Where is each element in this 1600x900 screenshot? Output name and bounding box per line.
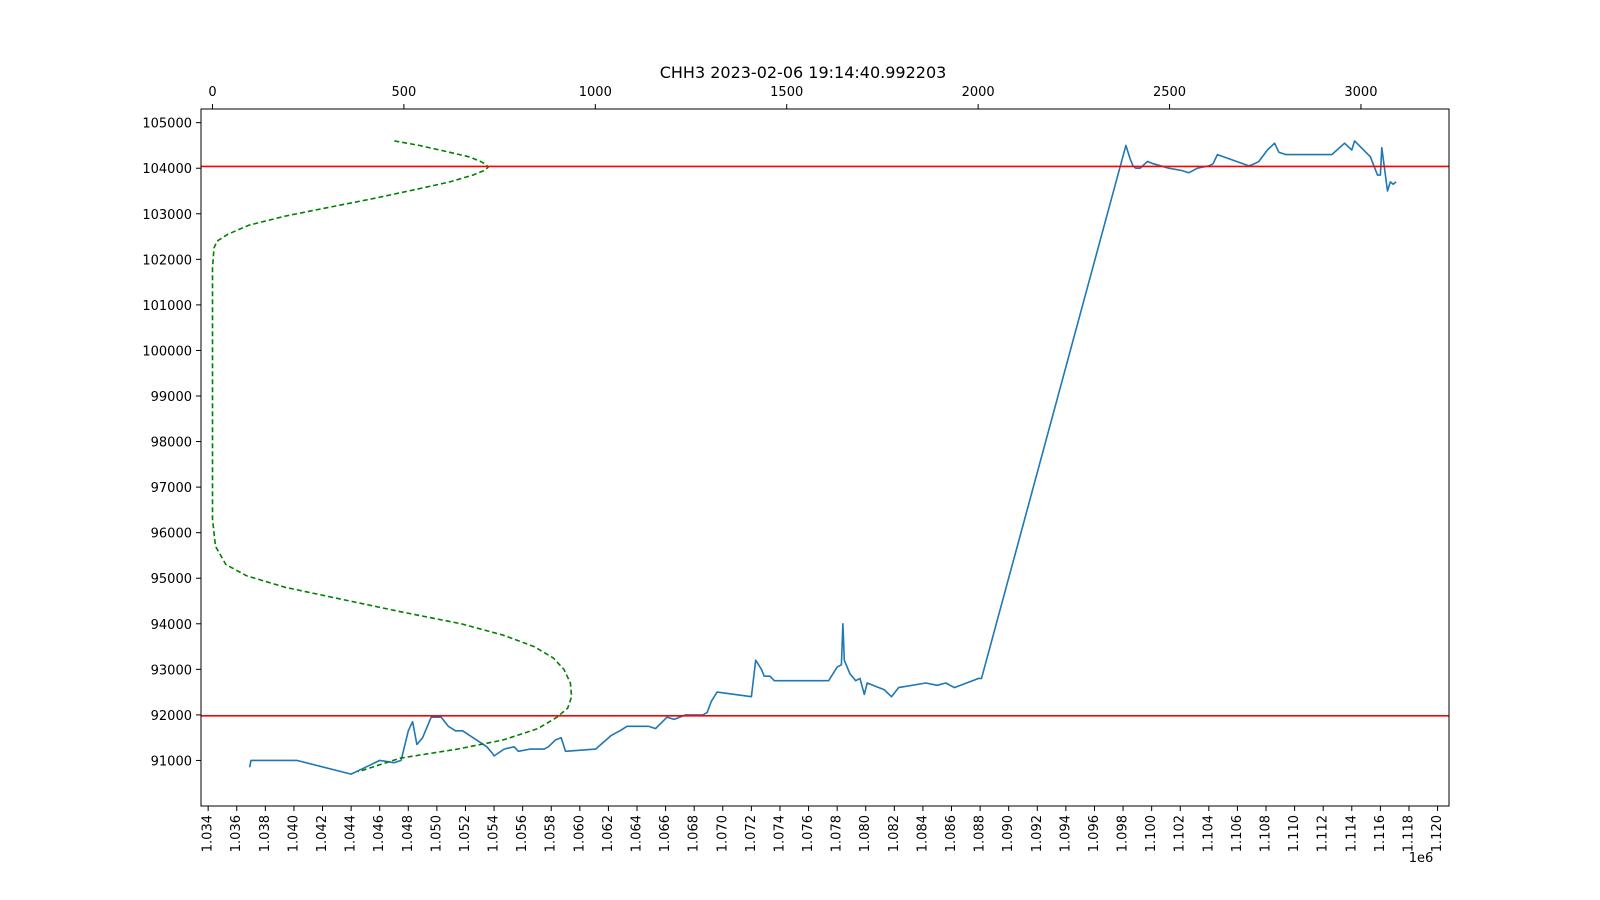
axes: 91000 92000 93000 94000 95000 96000 97000 98000… [142,85,1450,852]
chart-title: CHH3 2023-02-06 19:14:40.992203 [660,63,947,82]
x-tick-label: 1.098 [1116,815,1131,852]
x-tick-label: 1.076 [801,815,816,852]
x-tick-label: 1.120 [1430,815,1445,852]
y-tick-label: 99000 [151,390,192,405]
x-tick-label: 1.066 [658,815,673,852]
y-tick-label: 94000 [151,618,192,633]
x-tick-label: 1.112 [1316,815,1331,852]
top-x-tick-label: 1000 [579,85,612,100]
y-tick-label: 91000 [151,754,192,769]
y-tick-label: 96000 [151,527,192,542]
x-tick-label: 1.088 [973,815,988,852]
x-tick-label: 1.068 [687,815,702,852]
x-tick-label: 1.060 [572,815,587,852]
y-tick-label: 104000 [142,162,192,177]
x-tick-label: 1.118 [1402,815,1417,852]
y-tick-label: 95000 [151,572,192,587]
x-offset-label: 1e6 [1409,851,1434,866]
x-tick-label: 1.054 [487,815,502,852]
x-tick-label: 1.104 [1201,815,1216,852]
x-tick-label: 1.048 [401,815,416,852]
x-tick-label: 1.080 [858,815,873,852]
x-tick-label: 1.096 [1087,815,1102,852]
y-tick-label: 100000 [142,344,192,359]
x-tick-label: 1.036 [229,815,244,852]
x-tick-label: 1.042 [315,815,330,852]
y-tick-label: 105000 [142,117,192,132]
x-tick-label: 1.110 [1287,815,1302,852]
x-tick-label: 1.038 [258,815,273,852]
x-tick-label: 1.102 [1173,815,1188,852]
x-tick-label: 1.116 [1373,815,1388,852]
x-tick-label: 1.090 [1001,815,1016,852]
x-tick-label: 1.074 [773,815,788,852]
x-tick-label: 1.052 [458,815,473,852]
x-tick-label: 1.100 [1144,815,1159,852]
x-tick-label: 1.056 [515,815,530,852]
top-x-tick-label: 2000 [962,85,995,100]
y-tick-label: 102000 [142,253,192,268]
plot-frame [200,108,1450,807]
top-x-tick-label: 500 [391,85,416,100]
y-tick-label: 101000 [142,299,192,314]
x-tick-label: 1.078 [830,815,845,852]
x-tick-label: 1.070 [715,815,730,852]
x-tick-label: 1.094 [1058,815,1073,852]
x-tick-label: 1.050 [429,815,444,852]
x-tick-label: 1.106 [1230,815,1245,852]
x-tick-label: 1.062 [601,815,616,852]
x-tick-label: 1.082 [887,815,902,852]
y-tick-label: 98000 [151,436,192,451]
x-tick-label: 1.046 [372,815,387,852]
top-x-tick-label: 1500 [770,85,803,100]
top-x-tick-label: 2500 [1153,85,1186,100]
x-tick-label: 1.040 [286,815,301,852]
x-tick-label: 1.084 [915,815,930,852]
x-tick-label: 1.064 [630,815,645,852]
y-tick-label: 92000 [151,709,192,724]
x-tick-label: 1.086 [944,815,959,852]
x-tick-label: 1.034 [201,815,216,852]
x-tick-label: 1.044 [344,815,359,852]
x-tick-label: 1.114 [1344,815,1359,852]
y-tick-label: 93000 [151,663,192,678]
y-tick-label: 103000 [142,208,192,223]
series-line-1 [248,140,1397,775]
x-tick-label: 1.092 [1030,815,1045,852]
x-tick-label: 1.108 [1259,815,1274,852]
plot-lines [201,140,1449,775]
y-tick-label: 97000 [151,481,192,496]
x-tick-label: 1.058 [544,815,559,852]
top-x-tick-label: 0 [208,85,216,100]
top-x-tick-label: 3000 [1344,85,1377,100]
x-tick-label: 1.072 [744,815,759,852]
